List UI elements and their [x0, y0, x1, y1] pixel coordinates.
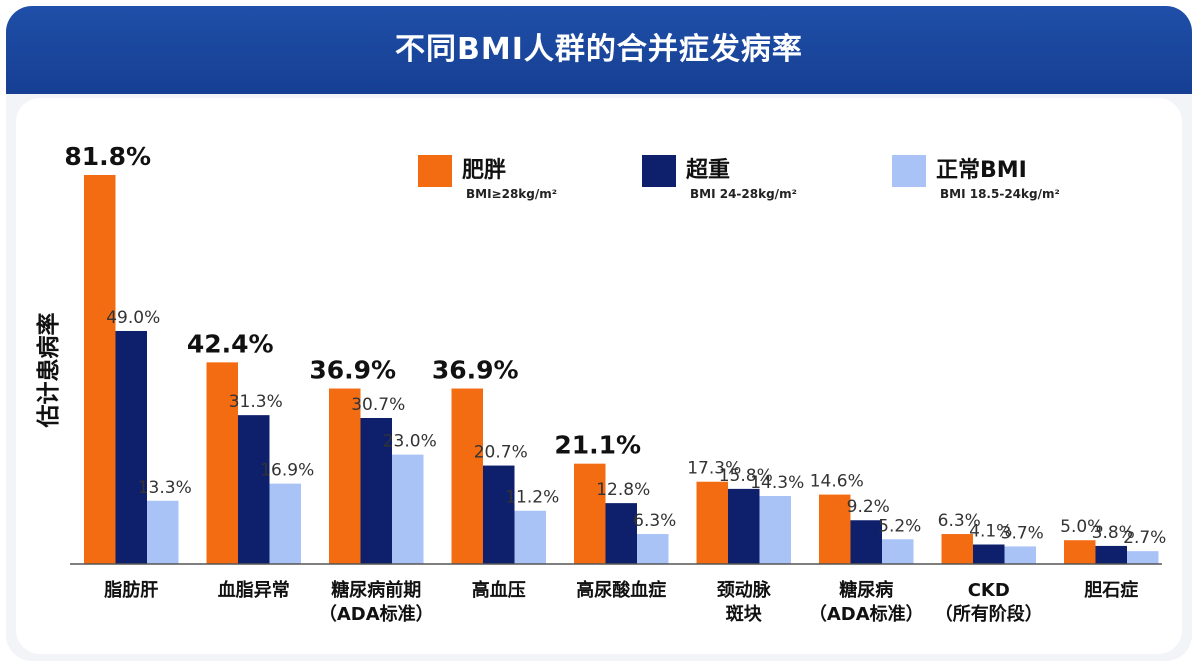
legend-label-1: 超重 — [686, 158, 730, 183]
bar-obese-1 — [206, 362, 238, 564]
title-banner: 不同BMI人群的合并症发病率 — [6, 6, 1192, 94]
legend-swatch-1 — [642, 155, 676, 187]
category-label-4: 高尿酸血症 — [576, 579, 666, 601]
bar-overweight-4 — [605, 503, 637, 564]
value-label-obese-0: 81.8% — [64, 142, 151, 171]
bar-obese-8 — [1064, 540, 1096, 564]
value-label-overweight-0: 49.0% — [106, 308, 160, 328]
value-label-normal-0: 13.3% — [138, 478, 192, 498]
category-sublabel-5: 斑块 — [726, 604, 763, 625]
value-label-normal-4: 6.3% — [633, 511, 676, 531]
legend-sublabel-1: BMI 24-28kg/m² — [690, 187, 797, 201]
category-label-8: 胆石症 — [1083, 579, 1138, 601]
bar-obese-6 — [819, 494, 851, 564]
bar-overweight-2 — [360, 418, 392, 564]
value-label-normal-5: 14.3% — [750, 473, 804, 493]
legend-label-2: 正常BMI — [936, 157, 1027, 183]
chart-title: 不同BMI人群的合并症发病率 — [395, 32, 803, 67]
value-label-obese-4: 21.1% — [554, 431, 641, 460]
bar-obese-4 — [574, 463, 606, 564]
bar-normal-3 — [514, 510, 546, 564]
bar-normal-4 — [637, 534, 669, 564]
bar-overweight-7 — [973, 544, 1005, 564]
value-label-normal-3: 11.2% — [505, 488, 559, 508]
category-sublabel-2: （ADA标准） — [319, 603, 434, 625]
y-axis-label: 估计患病率 — [35, 313, 62, 429]
category-sublabel-7: （所有阶段） — [935, 603, 1043, 625]
value-label-overweight-8: 3.8% — [1092, 523, 1135, 543]
bar-obese-5 — [696, 481, 728, 564]
category-label-0: 脂肪肝 — [104, 579, 158, 601]
value-label-normal-7: 3.7% — [1001, 523, 1044, 543]
category-label-1: 血脂异常 — [218, 579, 290, 601]
value-label-normal-8: 2.7% — [1123, 528, 1166, 548]
value-label-obese-5: 17.3% — [687, 459, 741, 479]
value-label-obese-6: 14.6% — [810, 472, 864, 492]
category-label-6: 糖尿病 — [839, 579, 893, 601]
bar-overweight-5 — [728, 488, 760, 564]
value-label-overweight-4: 12.8% — [596, 480, 650, 500]
bar-overweight-8 — [1095, 545, 1127, 564]
legend-label-0: 肥胖 — [462, 157, 506, 183]
value-label-obese-2: 36.9% — [309, 356, 396, 385]
legend-swatch-2 — [892, 155, 926, 187]
category-label-3: 高血压 — [472, 579, 526, 601]
legend-swatch-0 — [418, 155, 452, 187]
bar-overweight-0 — [115, 330, 147, 564]
value-label-obese-1: 42.4% — [187, 329, 274, 358]
bar-obese-3 — [451, 388, 483, 564]
value-label-normal-1: 16.9% — [260, 461, 314, 481]
category-sublabel-6: （ADA标准） — [809, 603, 924, 625]
legend-sublabel-2: BMI 18.5-24kg/m² — [940, 187, 1060, 201]
value-label-overweight-5: 15.8% — [719, 466, 773, 486]
bar-normal-2 — [392, 454, 424, 564]
bar-overweight-1 — [238, 415, 270, 564]
value-label-overweight-6: 9.2% — [847, 497, 890, 517]
value-label-normal-6: 5.2% — [878, 516, 921, 536]
bar-normal-6 — [882, 539, 914, 564]
bar-overweight-6 — [850, 520, 882, 564]
bar-normal-0 — [147, 500, 179, 564]
value-label-normal-2: 23.0% — [383, 432, 437, 452]
value-label-overweight-1: 31.3% — [229, 392, 283, 412]
bar-normal-1 — [269, 483, 301, 564]
bar-overweight-3 — [483, 465, 515, 564]
category-label-5: 颈动脉 — [716, 579, 772, 601]
bar-normal-5 — [759, 495, 791, 564]
bar-normal-7 — [1004, 546, 1036, 564]
bar-normal-8 — [1127, 551, 1159, 564]
value-label-overweight-3: 20.7% — [474, 443, 528, 463]
value-label-overweight-2: 30.7% — [351, 395, 405, 415]
bar-obese-7 — [941, 534, 973, 564]
category-label-2: 糖尿病前期 — [331, 579, 421, 601]
value-label-obese-3: 36.9% — [432, 356, 519, 385]
bar-obese-2 — [329, 388, 361, 564]
legend-sublabel-0: BMI≥28kg/m² — [466, 187, 557, 201]
value-label-overweight-7: 4.1% — [969, 522, 1012, 542]
bar-obese-0 — [84, 175, 116, 564]
value-label-obese-8: 5.0% — [1060, 517, 1103, 537]
category-label-7: CKD — [968, 580, 1010, 601]
value-label-obese-7: 6.3% — [938, 511, 981, 531]
